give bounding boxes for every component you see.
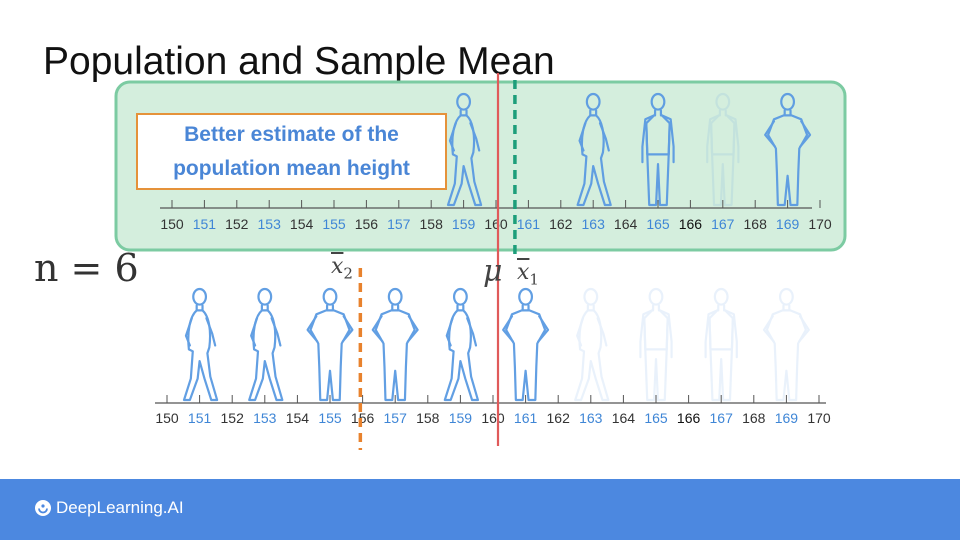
tick-label: 150 — [160, 216, 184, 232]
tick-label: 162 — [547, 410, 571, 426]
tick-label: 157 — [384, 410, 408, 426]
tick-label: 157 — [387, 216, 411, 232]
tick-label: 168 — [742, 410, 766, 426]
person-figure-standing — [641, 92, 675, 207]
tick-label: 170 — [807, 410, 831, 426]
person-figure-walking — [446, 92, 483, 207]
tick-label: 170 — [808, 216, 832, 232]
tick-label: 151 — [193, 216, 217, 232]
tick-label: 163 — [579, 410, 603, 426]
tick-label: 168 — [744, 216, 768, 232]
mean-marker-lines — [358, 73, 517, 450]
tick-label: 165 — [644, 410, 668, 426]
population-figures — [446, 92, 812, 207]
tick-label: 167 — [711, 216, 735, 232]
tick-label: 163 — [582, 216, 606, 232]
xbar1-letter: x — [517, 260, 530, 285]
tick-label: 153 — [253, 410, 277, 426]
person-figure-standing — [639, 287, 673, 402]
deeplearning-logo-icon — [35, 500, 51, 516]
tick-label: 156 — [355, 216, 379, 232]
person-figure-walking — [182, 287, 219, 402]
tick-label: 152 — [225, 216, 249, 232]
tick-label: 169 — [776, 216, 800, 232]
sample-axis: 150 151 152 153 154 155 156 157 158 159 160 161 162 1… — [155, 395, 831, 426]
tick-label: 156 — [351, 410, 375, 426]
tick-label: 161 — [514, 410, 538, 426]
footer-bar: DeepLearning.AI — [0, 479, 960, 540]
tick-label: 162 — [549, 216, 573, 232]
sample-mean-1-symbol: x1 — [517, 260, 539, 288]
sample-mean-2-symbol: x2 — [331, 254, 353, 282]
person-figure-walking — [443, 287, 480, 402]
deeplearning-logo[interactable]: DeepLearning.AI — [34, 498, 184, 518]
callout-text: Better estimate of the population mean h… — [173, 122, 410, 180]
tick-label: 160 — [484, 216, 508, 232]
callout-box: Better estimate of the population mean h… — [136, 113, 447, 190]
tick-label: 165 — [646, 216, 670, 232]
sample-size-label: n = 6 — [34, 246, 139, 290]
person-figure-standing — [704, 287, 738, 402]
population-mean-symbol: μ — [483, 254, 503, 289]
person-figure-hands-on-hips — [762, 287, 810, 402]
tick-label: 161 — [517, 216, 541, 232]
tick-label: 166 — [679, 216, 703, 232]
xbar2-letter: x — [331, 254, 344, 279]
xbar1-subscript: 1 — [529, 270, 539, 289]
tick-label: 151 — [188, 410, 212, 426]
person-figure-standing — [706, 92, 740, 207]
population-axis: 150 151 152 153 154 155 156 157 158 159 160 161 162 1… — [160, 200, 832, 232]
tick-label: 159 — [449, 410, 473, 426]
height-distribution-diagram: 150 151 152 153 154 155 156 157 158 159 160 161 162 1… — [114, 73, 847, 450]
person-figure-walking — [248, 287, 284, 402]
tick-label: 152 — [221, 410, 245, 426]
xbar2-subscript: 2 — [343, 264, 353, 283]
person-figure-hands-on-hips — [306, 287, 354, 402]
tick-label: 167 — [710, 410, 734, 426]
person-figure-walking — [576, 92, 612, 207]
person-figure-hands-on-hips — [371, 287, 419, 402]
person-figure-walking — [574, 287, 610, 402]
slide-title: Population and Sample Mean — [43, 40, 555, 83]
person-figure-hands-on-hips — [502, 287, 550, 402]
tick-label: 159 — [452, 216, 476, 232]
tick-label: 164 — [614, 216, 638, 232]
tick-label: 154 — [290, 216, 314, 232]
tick-label: 153 — [258, 216, 282, 232]
tick-label: 169 — [775, 410, 799, 426]
sample-figures — [182, 287, 810, 402]
tick-label: 150 — [155, 410, 179, 426]
tick-label: 155 — [322, 216, 346, 232]
tick-label: 166 — [677, 410, 701, 426]
tick-label: 154 — [286, 410, 310, 426]
tick-label: 160 — [481, 410, 505, 426]
tick-label: 158 — [416, 410, 440, 426]
logo-text: DeepLearning.AI — [56, 498, 184, 517]
tick-label: 155 — [318, 410, 342, 426]
person-figure-hands-on-hips — [764, 92, 812, 207]
tick-label: 164 — [612, 410, 636, 426]
tick-label: 158 — [420, 216, 444, 232]
